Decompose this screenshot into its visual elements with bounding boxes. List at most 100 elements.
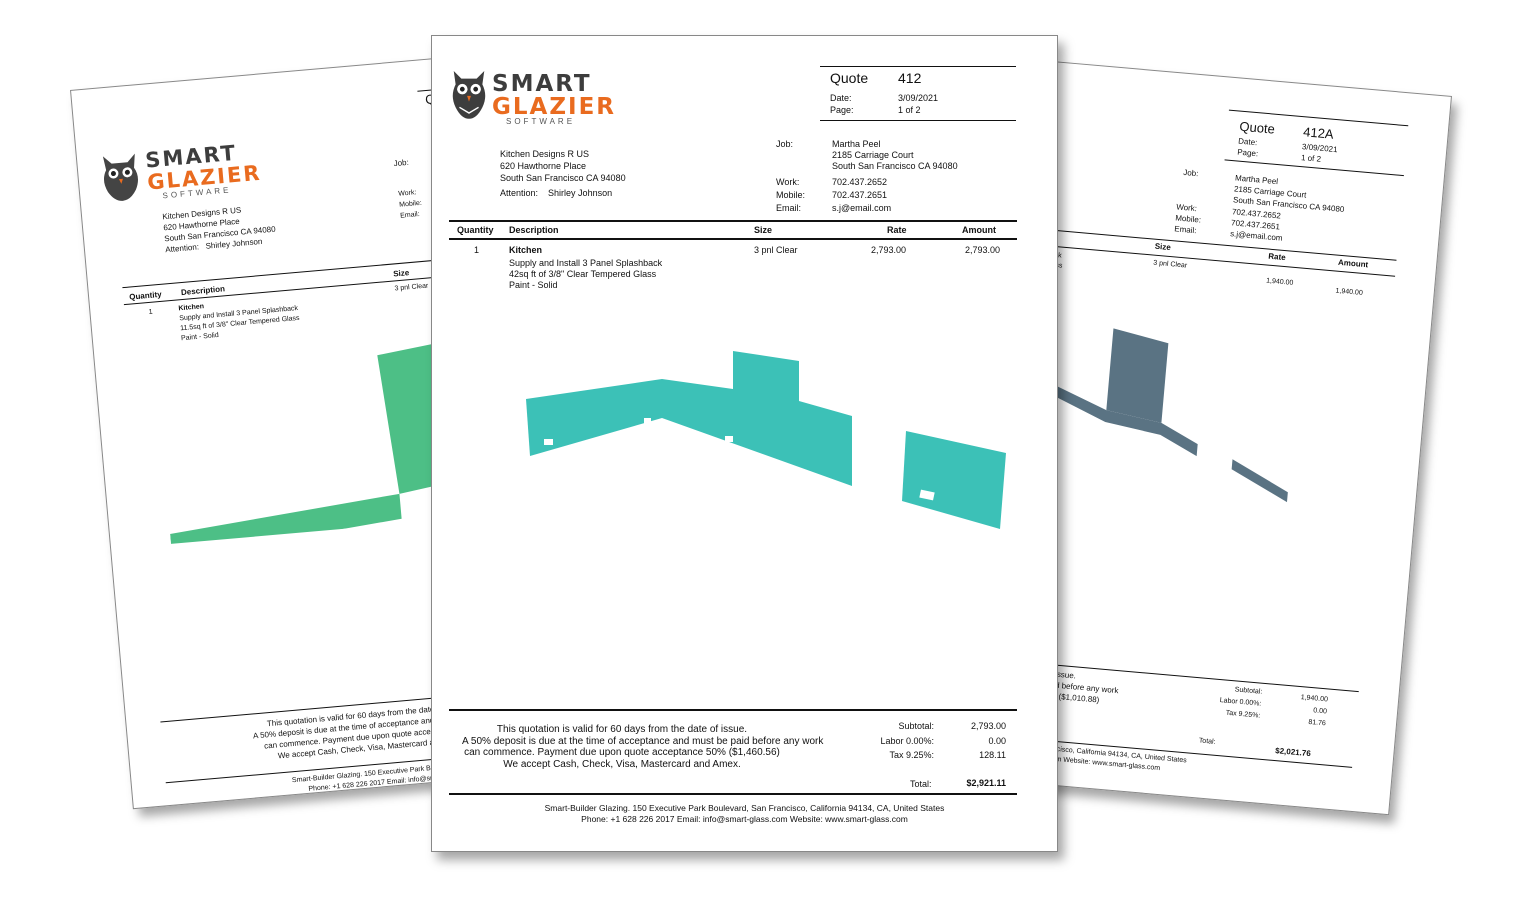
quote-page-right: Quote 412A Date: 3/09/2021 Page: 1 of 2 … bbox=[988, 60, 1452, 816]
attention-name: Shirley Johnson bbox=[548, 188, 613, 198]
company-logo: SMART GLAZIER SOFTWARE bbox=[96, 141, 262, 210]
header-quantity: Quantity bbox=[128, 289, 162, 302]
glass-panel-low bbox=[170, 493, 402, 544]
page-value: 1 of 2 bbox=[898, 105, 921, 115]
header-quantity: Quantity bbox=[457, 225, 494, 235]
job-label: Job: bbox=[393, 157, 410, 169]
contact-labels: Work: Mobile: Email: bbox=[398, 187, 423, 222]
glass-panel-drawing bbox=[526, 351, 1006, 529]
contact-values: 702.437.2652 702.437.2651 s.j@email.com bbox=[1230, 206, 1285, 243]
client-address-line2: South San Francisco CA 94080 bbox=[500, 173, 626, 183]
row-amount: 2,793.00 bbox=[965, 245, 1001, 255]
email-label: Email: bbox=[776, 203, 802, 213]
glass-panel-tall bbox=[1106, 328, 1169, 423]
company-logo: SMART GLAZIER SOFTWARE bbox=[448, 64, 614, 127]
footer-line1: Smart-Builder Glazing. 150 Executive Par… bbox=[544, 803, 945, 813]
client-address-line1: 620 Hawthorne Place bbox=[500, 161, 587, 171]
subtotal-label: Subtotal: bbox=[898, 721, 934, 731]
row-title: Kitchen bbox=[509, 245, 543, 255]
contact-labels: Work: Mobile: Email: bbox=[776, 176, 805, 215]
row-size: 3 pnl Clear bbox=[754, 245, 798, 255]
row-quantity: 1 bbox=[148, 308, 153, 316]
row-line3: Paint - Solid bbox=[509, 280, 558, 290]
date-label: Date: bbox=[1237, 136, 1258, 148]
glass-panel-middle bbox=[662, 351, 852, 486]
cutout-3 bbox=[725, 436, 733, 442]
date-value: 3/09/2021 bbox=[1301, 142, 1338, 155]
job-address-line1: 2185 Carriage Court bbox=[832, 150, 914, 160]
total-value: $2,921.11 bbox=[966, 778, 1006, 788]
glass-panel-right bbox=[902, 431, 1006, 529]
date-label: Date: bbox=[830, 93, 852, 103]
glass-panel-small bbox=[1231, 459, 1288, 503]
contact-values: 702.437.2652 702.437.2651 s.j@email.com bbox=[832, 176, 891, 215]
page-label: Page: bbox=[1236, 147, 1259, 159]
email-label: Email: bbox=[1173, 224, 1197, 236]
totals-values: 2,793.00 0.00 128.11 bbox=[952, 719, 1006, 763]
footer-line2: Phone: +1 628 226 2017 Email: info@smart… bbox=[581, 814, 908, 824]
header-description: Description bbox=[509, 225, 559, 235]
header-size: Size bbox=[1154, 241, 1172, 253]
header-rate: Rate bbox=[887, 225, 907, 235]
page-value: 1 of 2 bbox=[1300, 153, 1322, 164]
row-rate: 2,793.00 bbox=[871, 245, 907, 255]
row-quantity: 1 bbox=[474, 245, 480, 255]
work-phone: 702.437.2652 bbox=[832, 177, 888, 187]
quote-number: 412A bbox=[1302, 124, 1335, 142]
quote-number: 412 bbox=[898, 70, 922, 86]
header-rate: Rate bbox=[1267, 251, 1287, 263]
row-description: Kitchen Supply and Install 3 Panel Splas… bbox=[509, 245, 662, 291]
quote-label: Quote bbox=[830, 70, 869, 86]
labor-label: Labor 0.00%: bbox=[880, 735, 934, 746]
job-name: Martha Peel bbox=[832, 139, 881, 149]
tax-label: Tax 9.25%: bbox=[889, 750, 934, 760]
quote-label: Quote bbox=[1238, 118, 1276, 137]
row-amount: 1,940.00 bbox=[1335, 287, 1364, 297]
tax-value: 128.11 bbox=[979, 750, 1006, 760]
job-label: Job: bbox=[776, 139, 794, 149]
email-label: Email: bbox=[399, 211, 420, 220]
client-name: Kitchen Designs R US bbox=[500, 149, 590, 159]
cutout-2 bbox=[644, 418, 651, 425]
page-label: Page: bbox=[830, 105, 854, 115]
row-line2: 42sq ft of 3/8" Clear Tempered Glass bbox=[509, 269, 657, 279]
subtotal-value: 2,793.00 bbox=[970, 721, 1006, 731]
glass-panel-left bbox=[526, 379, 662, 456]
header-amount: Amount bbox=[1337, 257, 1369, 270]
row-size: 3 pnl Clear bbox=[1152, 259, 1188, 270]
work-label: Work: bbox=[776, 177, 800, 187]
terms-line1: This quotation is valid for 60 days from… bbox=[496, 724, 748, 735]
logo-glazier-text: GLAZIER bbox=[492, 94, 616, 120]
header-size: Size bbox=[392, 268, 410, 279]
cutout-4 bbox=[919, 489, 935, 501]
total-label: Total: bbox=[1198, 737, 1216, 746]
terms-line3: can commence. Payment due upon quote acc… bbox=[464, 747, 780, 758]
attention-label: Attention: bbox=[164, 242, 200, 255]
owl-logo-icon bbox=[102, 153, 138, 201]
terms-line4: We accept Cash, Check, Visa, Mastercard … bbox=[503, 758, 741, 770]
glass-panel-low bbox=[1024, 370, 1198, 457]
job-address: Martha Peel 2185 Carriage Court South Sa… bbox=[832, 139, 958, 172]
glass-panel-drawing bbox=[1024, 328, 1288, 503]
logo-software-text: SOFTWARE bbox=[506, 117, 576, 126]
job-label: Job: bbox=[1182, 167, 1199, 179]
owl-logo-icon bbox=[452, 71, 486, 119]
date-value: 3/09/2021 bbox=[898, 93, 939, 103]
labor-value: 0.00 bbox=[988, 735, 1006, 746]
totals-labels: Subtotal: Labor 0.00%: Tax 9.25%: bbox=[1190, 681, 1263, 723]
total-value: $2,021.76 bbox=[1274, 746, 1312, 759]
footer-text: Smart-Builder Glazing. 150 Executive Par… bbox=[432, 803, 1057, 825]
contact-labels: Work: Mobile: Email: bbox=[1174, 201, 1203, 236]
row-line1: Supply and Install 3 Panel Splashback bbox=[509, 258, 663, 268]
quote-page-center: SMART GLAZIER SOFTWARE Quote 412 Date: 3… bbox=[431, 35, 1058, 852]
terms-text: This quotation is valid for 60 days from… bbox=[462, 724, 823, 770]
email-address: s.j@email.com bbox=[832, 203, 892, 213]
cutout-1 bbox=[544, 439, 553, 445]
header-amount: Amount bbox=[962, 225, 996, 235]
total-label: Total: bbox=[910, 779, 932, 789]
client-address: Kitchen Designs R US 620 Hawthorne Place… bbox=[500, 148, 626, 199]
row-rate: 1,940.00 bbox=[1265, 277, 1294, 287]
mobile-phone: 702.437.2651 bbox=[832, 190, 888, 200]
job-address-line2: South San Francisco CA 94080 bbox=[832, 161, 958, 171]
totals-values: 1,940.00 0.00 81.76 bbox=[1275, 690, 1328, 730]
